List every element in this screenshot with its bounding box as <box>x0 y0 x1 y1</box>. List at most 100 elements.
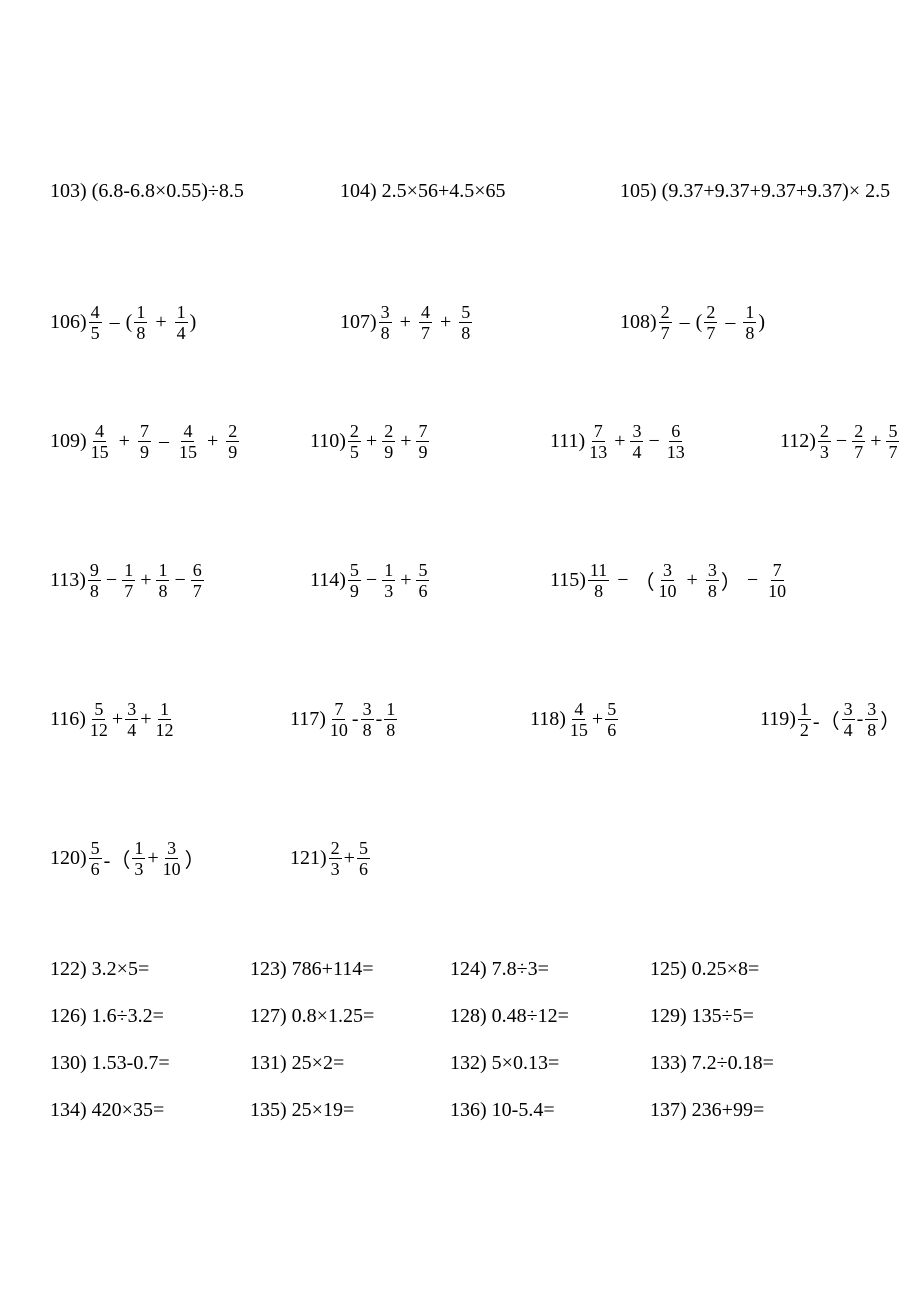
fraction: 415 <box>568 700 590 739</box>
fraction: 56 <box>89 839 102 878</box>
quick-calc-item: 129) 135÷5= <box>650 1005 870 1028</box>
quick-calc-item: 122) 3.2×5= <box>50 958 250 981</box>
fraction: 18 <box>134 303 147 342</box>
quick-calc-row: 130) 1.53-0.7=131) 25×2=132) 5×0.13=133)… <box>50 1052 870 1075</box>
quick-calc-item: 133) 7.2÷0.18= <box>650 1052 870 1075</box>
expr-text: - <box>352 708 359 731</box>
operator: + <box>400 569 411 592</box>
quick-calc-item: 130) 1.53-0.7= <box>50 1052 250 1075</box>
problem-row: 113) 98−17+18−67114)59−13+56115) 118−（31… <box>50 561 870 600</box>
fraction: 512 <box>88 700 110 739</box>
fraction: 56 <box>605 700 618 739</box>
fraction: 14 <box>175 303 188 342</box>
problem-item: 118) 415+56 <box>530 700 760 739</box>
math-worksheet-page: 103) (6.8-6.8×0.55)÷8.5104) 2.5×56+4.5×6… <box>0 0 920 1302</box>
operator: + <box>119 430 130 453</box>
expr-text: 106) <box>50 311 87 334</box>
fraction: 45 <box>89 303 102 342</box>
problem-item: 114)59−13+56 <box>310 561 550 600</box>
problem-item: 105) (9.37+9.37+9.37+9.37)× 2.5 <box>620 180 890 203</box>
problem-row: 106) 45–(18+14)107) 38+47+58108) 27–(27–… <box>50 303 870 342</box>
expr-text: + <box>140 708 151 731</box>
fraction: 59 <box>348 561 361 600</box>
operator: + <box>400 430 411 453</box>
expr-text: ) <box>758 311 765 334</box>
fraction: 79 <box>138 422 151 461</box>
problem-item: 111)713+34−613 <box>550 422 780 461</box>
operator: + <box>207 430 218 453</box>
problem-row: 109) 415+79–415+29110) 25+29+79111)713+3… <box>50 422 870 461</box>
expr-text: + <box>344 847 355 870</box>
operator: + <box>400 311 411 334</box>
expr-text: 114) <box>310 569 346 592</box>
problem-item: 109) 415+79–415+29 <box>50 422 310 461</box>
operator: + <box>614 430 625 453</box>
expr-text: -（ <box>104 844 131 873</box>
expr-text: -（ <box>813 705 840 734</box>
quick-calc-item: 125) 0.25×8= <box>650 958 870 981</box>
quick-calc-row: 122) 3.2×5=123) 786+114=124) 7.8÷3=125) … <box>50 958 870 981</box>
problem-item: 116) 512+34+112 <box>50 700 290 739</box>
problem-item: 113) 98−17+18−67 <box>50 561 310 600</box>
fraction: 415 <box>89 422 111 461</box>
expr-text: - <box>857 708 864 731</box>
operator: – <box>159 430 169 453</box>
fraction: 310 <box>657 561 679 600</box>
fraction: 38 <box>706 561 719 600</box>
expr-text: ( <box>696 311 703 334</box>
expr-text: 120) <box>50 847 87 870</box>
fraction: 27 <box>704 303 717 342</box>
problem-item: 117) 710-38-18 <box>290 700 530 739</box>
expr-text: 104) 2.5×56+4.5×65 <box>340 180 506 203</box>
operator: – <box>680 311 690 334</box>
operator: + <box>870 430 881 453</box>
fraction: 710 <box>328 700 350 739</box>
fraction: 27 <box>852 422 865 461</box>
fraction: 613 <box>665 422 687 461</box>
operator: + <box>140 569 151 592</box>
expr-text: + <box>112 708 123 731</box>
fraction: 38 <box>361 700 374 739</box>
quick-calc-item: 134) 420×35= <box>50 1099 250 1122</box>
expr-text: ( <box>126 311 133 334</box>
quick-calc-item: 124) 7.8÷3= <box>450 958 650 981</box>
fraction: 415 <box>177 422 199 461</box>
quick-calc-item: 127) 0.8×1.25= <box>250 1005 450 1028</box>
fraction: 58 <box>459 303 472 342</box>
operator: − <box>366 569 377 592</box>
fraction: 13 <box>132 839 145 878</box>
fraction: 12 <box>798 700 811 739</box>
expr-text: - <box>376 708 383 731</box>
fraction: 17 <box>122 561 135 600</box>
fraction: 98 <box>88 561 101 600</box>
fraction: 13 <box>382 561 395 600</box>
operator: + <box>440 311 451 334</box>
quick-calc-item: 136) 10-5.4= <box>450 1099 650 1122</box>
expr-text: 107) <box>340 311 377 334</box>
problem-row: 120) 56-（13+310）121) 23+56 <box>50 839 870 878</box>
fraction: 57 <box>886 422 899 461</box>
expr-text: 111) <box>550 430 585 453</box>
problem-row: 103) (6.8-6.8×0.55)÷8.5104) 2.5×56+4.5×6… <box>50 180 870 203</box>
fraction: 34 <box>842 700 855 739</box>
problem-item: 115) 118−（310+38）−710 <box>550 561 870 600</box>
quick-calc-item: 132) 5×0.13= <box>450 1052 650 1075</box>
expr-text: ） <box>880 705 900 734</box>
expr-text: 108) <box>620 311 657 334</box>
quick-calc-item: 131) 25×2= <box>250 1052 450 1075</box>
problem-item: 110) 25+29+79 <box>310 422 550 461</box>
fraction: 56 <box>416 561 429 600</box>
problem-item: 121) 23+56 <box>290 839 870 878</box>
operator: + <box>155 311 166 334</box>
expr-text: 112) <box>780 430 816 453</box>
operator: − <box>747 569 758 592</box>
fraction: 34 <box>125 700 138 739</box>
fraction: 79 <box>416 422 429 461</box>
expr-text: 110) <box>310 430 346 453</box>
fraction: 56 <box>357 839 370 878</box>
operator: − <box>106 569 117 592</box>
expr-text: 109) <box>50 430 87 453</box>
problem-item: 112) 23−27+57 <box>780 422 901 461</box>
fraction: 118 <box>588 561 609 600</box>
fraction: 112 <box>153 700 175 739</box>
